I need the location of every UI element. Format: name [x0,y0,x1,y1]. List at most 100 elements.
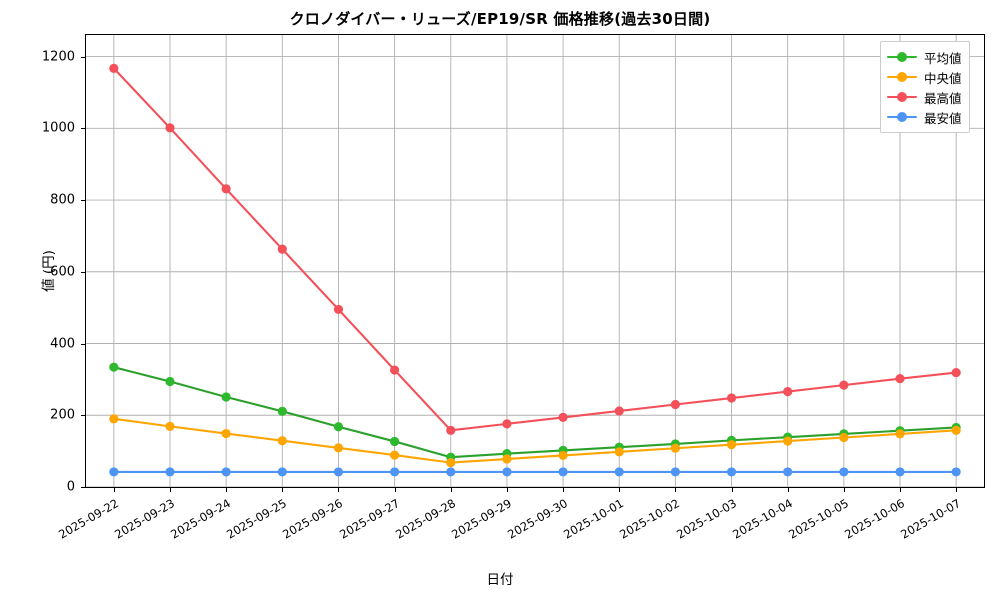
grid-lines [86,35,984,487]
legend-item-2[interactable]: 最高値 [887,87,962,107]
y-tick-label: 400 [50,336,75,351]
y-tick-label: 200 [50,407,75,423]
data-point [614,406,624,416]
y-tick-mark [81,200,85,202]
x-tick-mark [226,488,228,492]
y-tick-label: 800 [50,192,75,208]
y-tick-mark [81,56,85,58]
data-point [109,362,119,372]
data-point [390,450,400,460]
data-point [221,392,231,402]
y-tick-label: 0 [66,479,75,495]
data-point [165,421,175,431]
legend-label: 平均値 [924,50,962,66]
data-point [221,184,231,194]
data-point [951,467,961,477]
y-tick-mark [81,415,85,417]
y-tick-label: 1200 [41,49,75,65]
x-tick-mark [563,488,565,492]
data-point [895,429,905,439]
data-point [726,440,737,450]
data-point [109,467,119,477]
plot-svg [86,35,984,487]
data-point [390,467,400,477]
data-point [446,467,456,477]
data-point [277,244,287,254]
data-point [333,443,344,453]
data-point [221,428,231,439]
y-tick-mark [81,343,85,345]
y-tick-label: 1000 [41,120,75,136]
chart-title: クロノダイバー・リューズ/EP19/SR 価格推移(過去30日間) [289,10,711,28]
data-point [390,365,400,375]
data-point [109,63,119,73]
data-point [502,454,512,464]
x-axis-label: 日付 [486,572,514,588]
legend-label: 最高値 [924,90,962,106]
series-lines [109,63,961,477]
y-tick-label: 600 [50,264,75,280]
y-tick-mark [81,487,85,488]
x-tick-mark [113,488,115,492]
legend-label: 最安値 [924,110,962,126]
data-point [277,406,287,416]
x-tick-mark [338,488,340,492]
data-point [109,414,119,424]
data-point [951,425,961,435]
data-point [446,425,456,435]
x-tick-mark [843,488,845,492]
data-point [558,412,568,423]
y-tick-mark [81,271,85,273]
data-point [558,450,568,461]
series-line-0 [112,366,958,459]
series-line-1 [112,417,958,464]
data-point [839,380,849,390]
data-point [333,304,344,315]
legend-swatch-icon [887,70,917,84]
x-tick-mark [731,488,733,492]
data-point [783,386,793,397]
data-point [165,376,175,387]
data-point [165,123,175,133]
x-tick-mark [169,488,171,492]
data-point [558,467,568,477]
data-point [502,419,512,429]
data-point [670,399,680,410]
x-tick-mark [956,488,958,492]
data-point [895,467,905,477]
data-point [839,467,849,477]
data-point [333,467,344,477]
data-point [951,367,961,378]
x-tick-mark [506,488,508,492]
data-point [839,432,849,443]
y-tick-mark [81,128,85,130]
data-point [895,374,905,384]
data-point [446,458,456,468]
legend-item-1[interactable]: 中央値 [887,67,962,87]
x-tick-mark [675,488,677,492]
x-tick-mark [619,488,621,492]
legend-swatch-icon [887,90,917,104]
series-line-2 [112,67,958,432]
data-point [726,467,737,477]
data-point [333,422,344,432]
data-point [502,467,512,477]
data-point [670,443,680,453]
data-point [783,467,793,477]
chart-legend: 平均値中央値最高値最安値 [880,41,970,133]
plot-area [85,34,985,488]
data-point [726,393,737,403]
legend-item-0[interactable]: 平均値 [887,47,962,67]
data-point [277,467,287,477]
legend-item-3[interactable]: 最安値 [887,107,962,127]
data-point [614,467,624,477]
legend-label: 中央値 [924,70,962,86]
x-tick-mark [450,488,452,492]
x-tick-mark [787,488,789,492]
x-tick-mark [900,488,901,492]
data-point [670,467,680,477]
x-tick-mark [282,488,284,492]
data-point [277,436,287,446]
